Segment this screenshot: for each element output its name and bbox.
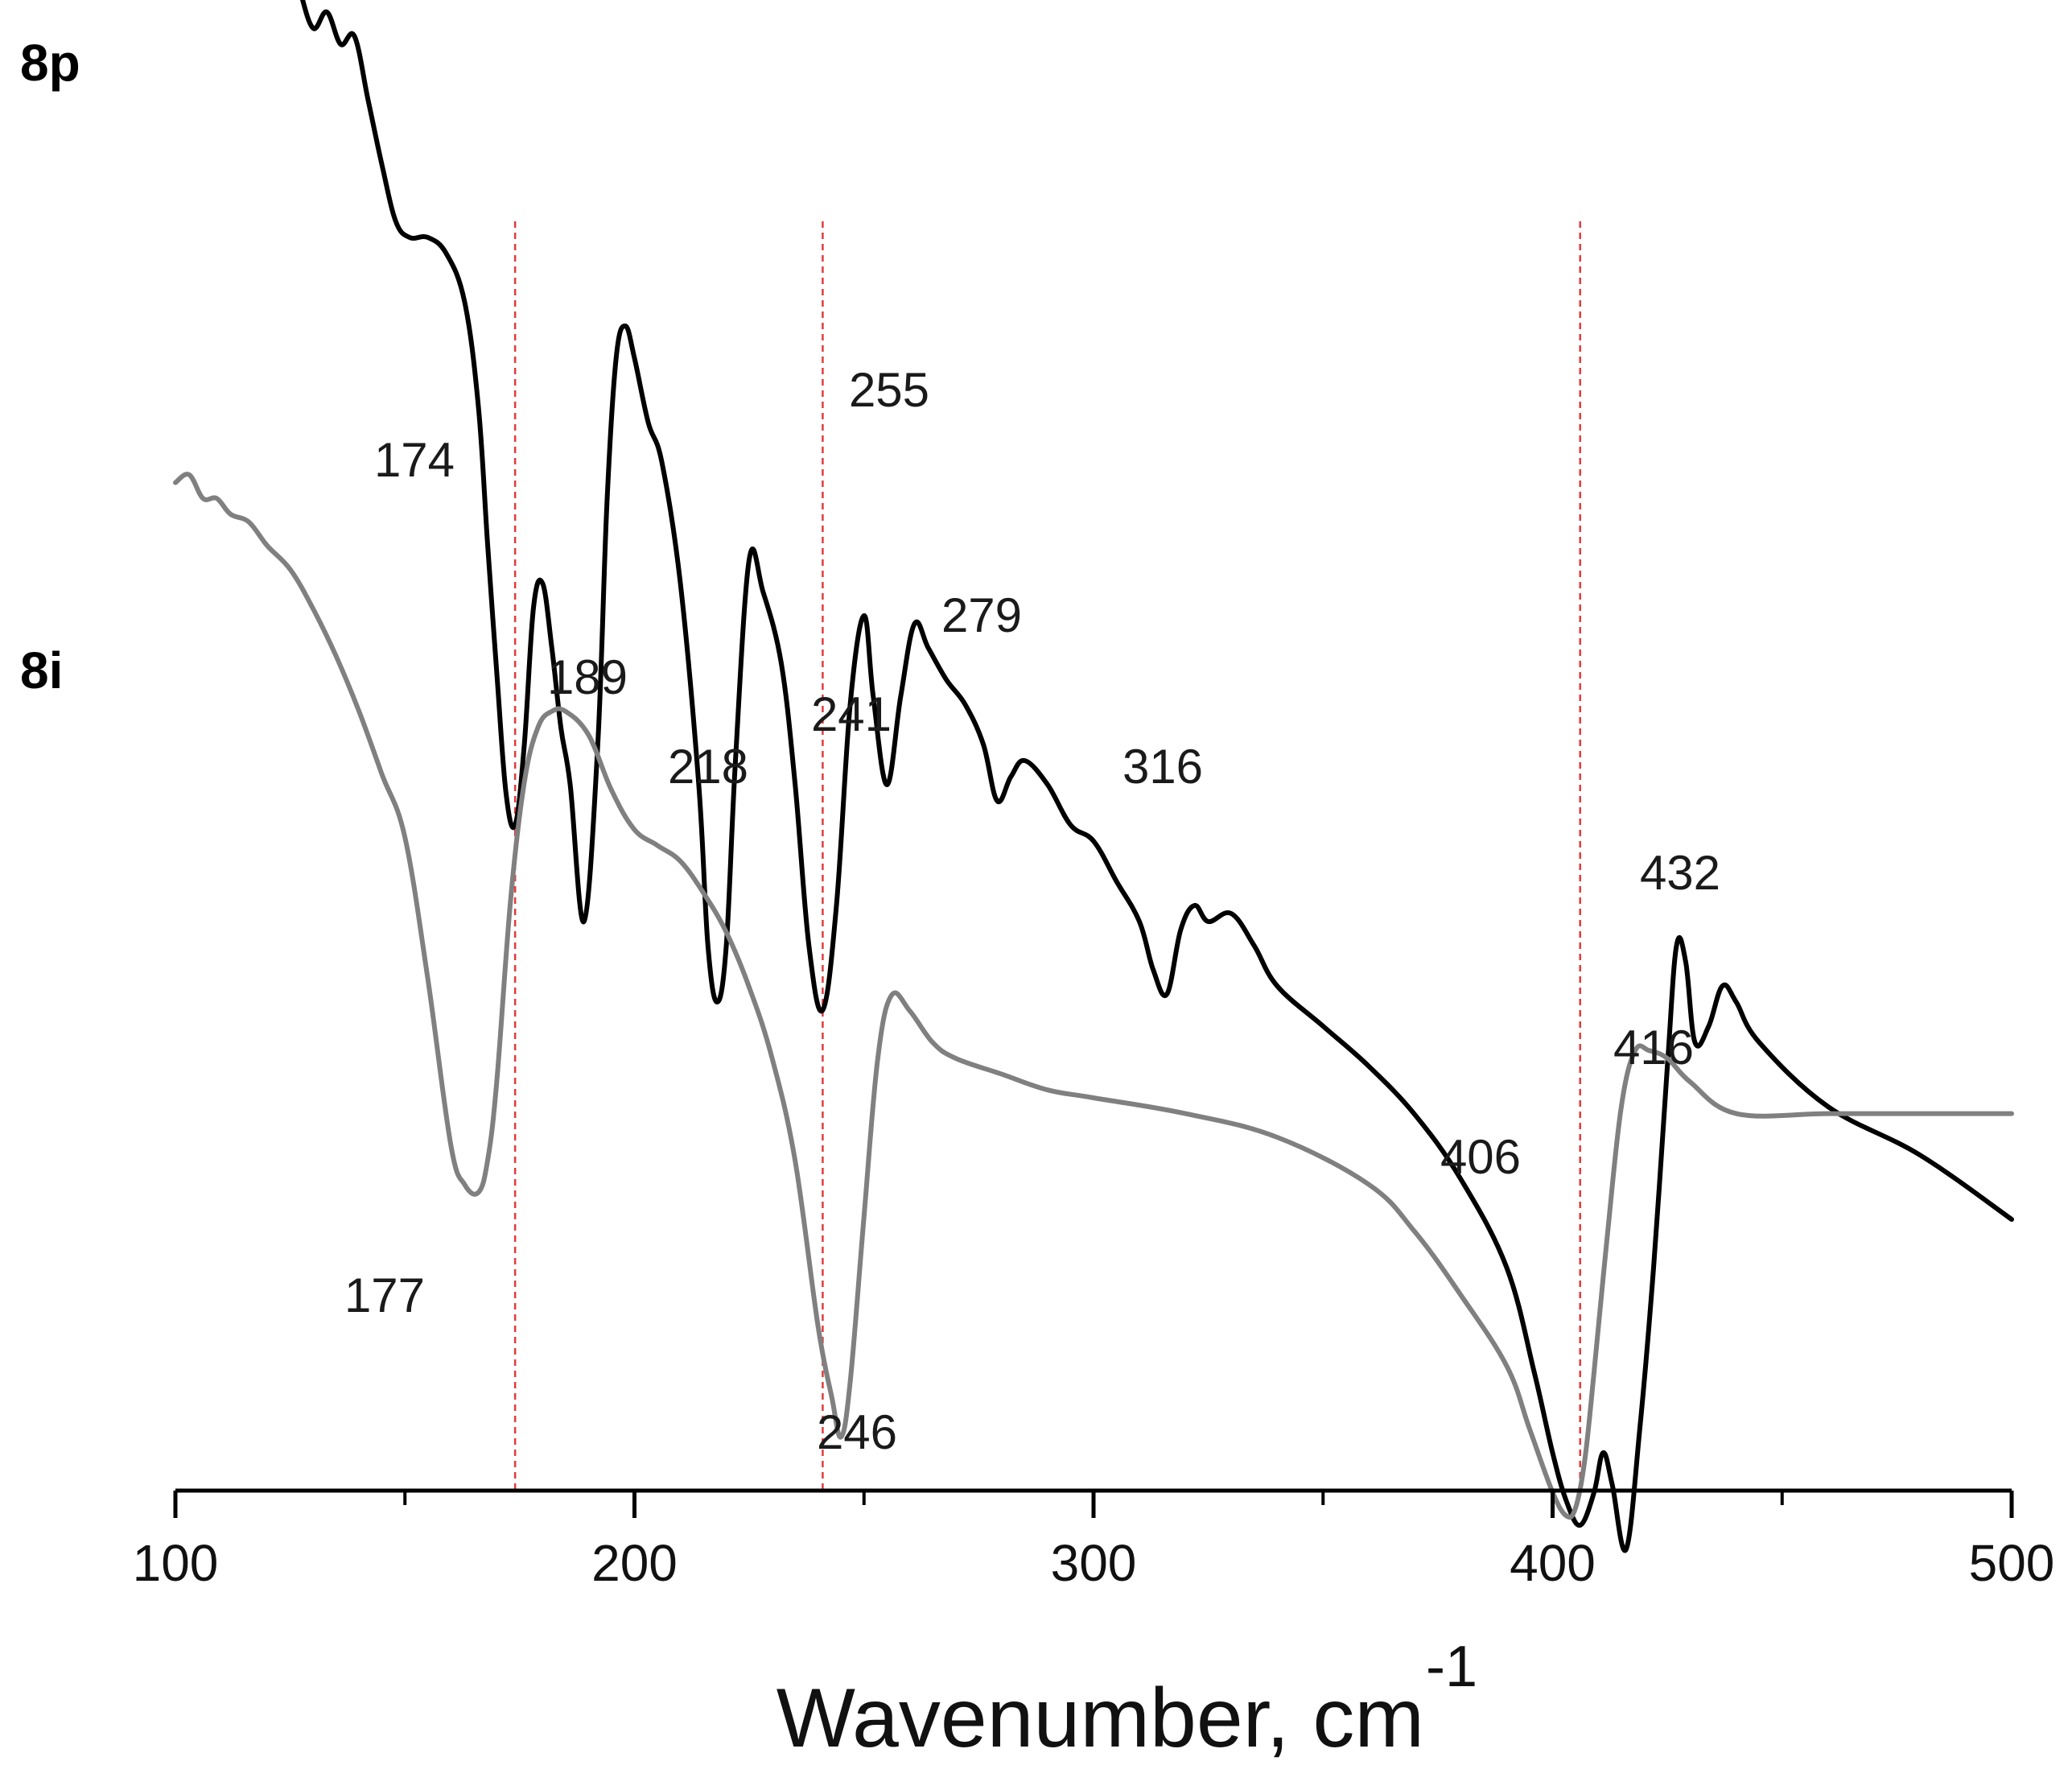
x-axis-title: Wavenumber, cm (776, 1672, 1424, 1765)
x-tick-label-500: 500 (1969, 1534, 2055, 1592)
peak-label-8p-316: 316 (1123, 740, 1203, 794)
peak-label-8p-241: 241 (811, 687, 892, 741)
peak-label-8p-255: 255 (849, 363, 929, 417)
peak-label-8p-406: 406 (1440, 1130, 1521, 1184)
series-line-8i (173, 472, 2014, 1520)
peak-label-8i-177: 177 (344, 1268, 425, 1322)
series-group (173, 0, 2014, 1553)
peak-label-8i-246: 246 (817, 1405, 897, 1459)
x-axis-ticks (173, 1491, 2014, 1518)
peak-labels: 174 189 218 241 255 279 316 406 416 432 177 246 (344, 363, 1720, 1459)
peak-label-8p-189: 189 (547, 650, 628, 704)
x-tick-label-400: 400 (1510, 1534, 1596, 1592)
series-label-8p: 8p (20, 34, 80, 92)
peak-label-8p-174: 174 (374, 433, 455, 487)
x-tick-label-100: 100 (133, 1534, 219, 1592)
peak-label-8p-432: 432 (1640, 846, 1720, 900)
peak-label-8p-416: 416 (1613, 1021, 1694, 1074)
x-axis-title-superscript: -1 (1426, 1635, 1477, 1699)
series-line-8p (300, 0, 2014, 1553)
x-tick-label-200: 200 (591, 1534, 678, 1592)
series-label-8i: 8i (20, 641, 63, 699)
x-axis: 100 200 300 400 500 (133, 1488, 2055, 1592)
x-axis-tick-labels: 100 200 300 400 500 (133, 1534, 2055, 1592)
peak-label-8p-218: 218 (668, 740, 748, 794)
x-tick-label-300: 300 (1051, 1534, 1137, 1592)
peak-label-8p-279: 279 (941, 588, 1022, 642)
